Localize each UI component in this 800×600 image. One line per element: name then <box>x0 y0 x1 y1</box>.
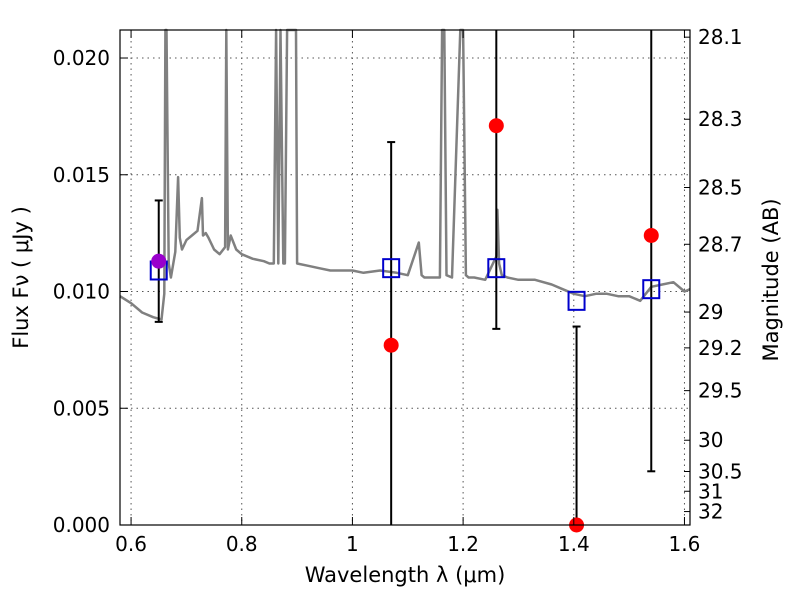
x-tick-label: 0.8 <box>226 532 258 556</box>
y-tick-label: 0.020 <box>53 46 110 70</box>
y-tick-label: 0.015 <box>53 163 110 187</box>
y-tick-label: 0.000 <box>53 513 110 537</box>
y2-axis-label: Magnitude (AB) <box>759 198 783 361</box>
y2-tick-label: 31 <box>698 479 723 503</box>
y-axis-label: Flux Fν ( μJy ) <box>9 206 33 349</box>
y-tick-label: 0.010 <box>53 280 110 304</box>
highlighted-flux-point <box>151 253 167 269</box>
ticks: 0.6 0.8 1 1.2 1.4 1.6 0.000 0.005 0.010 0.015 0.02… <box>53 25 743 556</box>
y-tick-label: 0.005 <box>53 396 110 420</box>
error-bars <box>154 30 656 525</box>
y2-tick-label: 29.2 <box>698 336 743 360</box>
model-spectrum <box>119 28 691 321</box>
plot-frame <box>119 29 691 526</box>
x-tick-label: 1.6 <box>669 532 701 556</box>
markers <box>149 118 661 533</box>
y2-tick-label: 28.3 <box>698 107 743 131</box>
x-tick-label: 1.2 <box>447 532 479 556</box>
model-photometry-point <box>487 258 506 279</box>
y2-tick-label: 29.5 <box>698 379 743 403</box>
y2-tick-label: 30.5 <box>698 460 743 484</box>
x-tick-label: 0.6 <box>115 532 147 556</box>
model-photometry-point <box>642 279 661 300</box>
observed-flux-point <box>643 227 659 243</box>
grid <box>120 30 690 526</box>
y2-tick-label: 29 <box>698 300 723 324</box>
model-spectrum-line <box>119 28 691 321</box>
model-photometry-point <box>382 258 401 279</box>
y2-tick-label: 30 <box>698 428 723 452</box>
x-tick-label: 1.4 <box>558 532 590 556</box>
y2-tick-label: 28.7 <box>698 232 743 256</box>
model-photometry-point <box>567 290 586 311</box>
x-tick-label: 1 <box>346 532 359 556</box>
x-axis-label: Wavelength λ (μm) <box>305 563 506 587</box>
y2-tick-label: 32 <box>698 500 723 524</box>
y2-tick-label: 28.5 <box>698 176 743 200</box>
observed-flux-point <box>383 337 399 353</box>
y2-tick-label: 28.1 <box>698 25 743 49</box>
observed-flux-point <box>488 118 504 134</box>
